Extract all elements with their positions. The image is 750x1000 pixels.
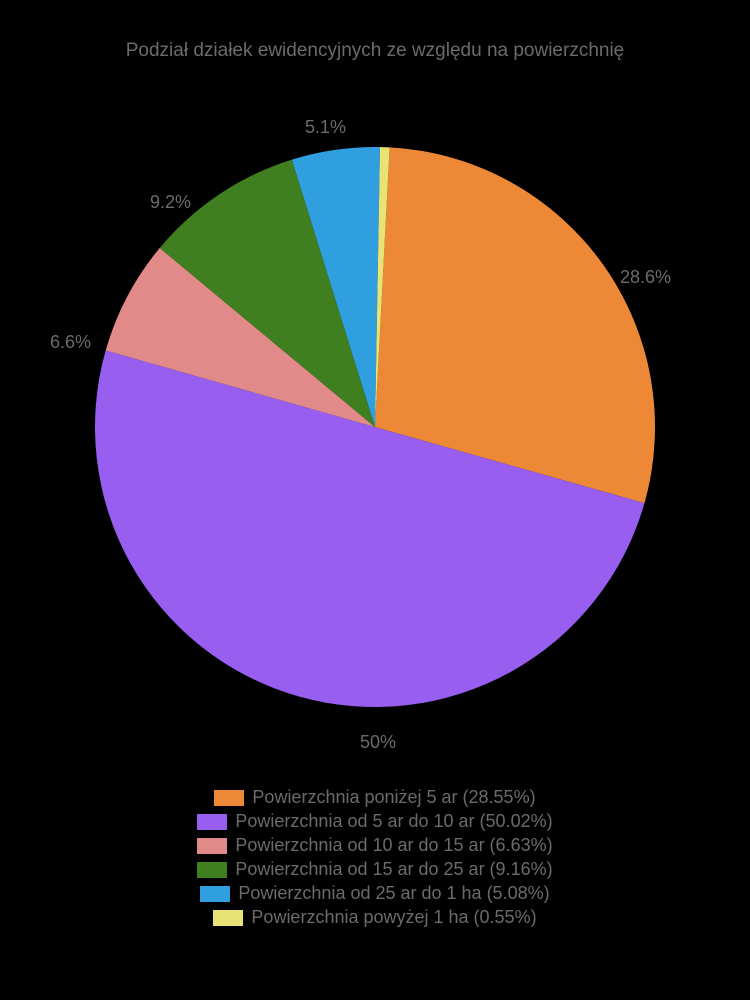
legend-item: Powierzchnia od 15 ar do 25 ar (9.16%) xyxy=(197,859,552,880)
legend-text: Powierzchnia poniżej 5 ar (28.55%) xyxy=(252,787,535,808)
legend-item: Powierzchnia poniżej 5 ar (28.55%) xyxy=(214,787,535,808)
slice-label: 50% xyxy=(360,732,396,753)
slice-label: 28.6% xyxy=(620,267,671,288)
legend-item: Powierzchnia od 5 ar do 10 ar (50.02%) xyxy=(197,811,552,832)
legend-swatch xyxy=(197,862,227,878)
chart-container: Podział działek ewidencyjnych ze względu… xyxy=(0,0,750,1000)
legend-text: Powierzchnia od 5 ar do 10 ar (50.02%) xyxy=(235,811,552,832)
legend-item: Powierzchnia powyżej 1 ha (0.55%) xyxy=(213,907,536,928)
legend-swatch xyxy=(213,910,243,926)
legend-text: Powierzchnia od 15 ar do 25 ar (9.16%) xyxy=(235,859,552,880)
legend-swatch xyxy=(214,790,244,806)
slice-label: 5.1% xyxy=(305,117,346,138)
legend-text: Powierzchnia od 25 ar do 1 ha (5.08%) xyxy=(238,883,549,904)
legend-swatch xyxy=(197,838,227,854)
chart-title: Podział działek ewidencyjnych ze względu… xyxy=(126,40,625,62)
slice-label: 9.2% xyxy=(150,192,191,213)
pie-svg xyxy=(95,147,655,707)
legend-swatch xyxy=(197,814,227,830)
legend-text: Powierzchnia od 10 ar do 15 ar (6.63%) xyxy=(235,835,552,856)
pie-chart-area: 28.6% 50% 6.6% 9.2% 5.1% xyxy=(30,82,720,772)
legend-text: Powierzchnia powyżej 1 ha (0.55%) xyxy=(251,907,536,928)
slice-label: 6.6% xyxy=(50,332,91,353)
legend-item: Powierzchnia od 25 ar do 1 ha (5.08%) xyxy=(200,883,549,904)
legend-item: Powierzchnia od 10 ar do 15 ar (6.63%) xyxy=(197,835,552,856)
chart-legend: Powierzchnia poniżej 5 ar (28.55%) Powier… xyxy=(197,787,552,928)
legend-swatch xyxy=(200,886,230,902)
